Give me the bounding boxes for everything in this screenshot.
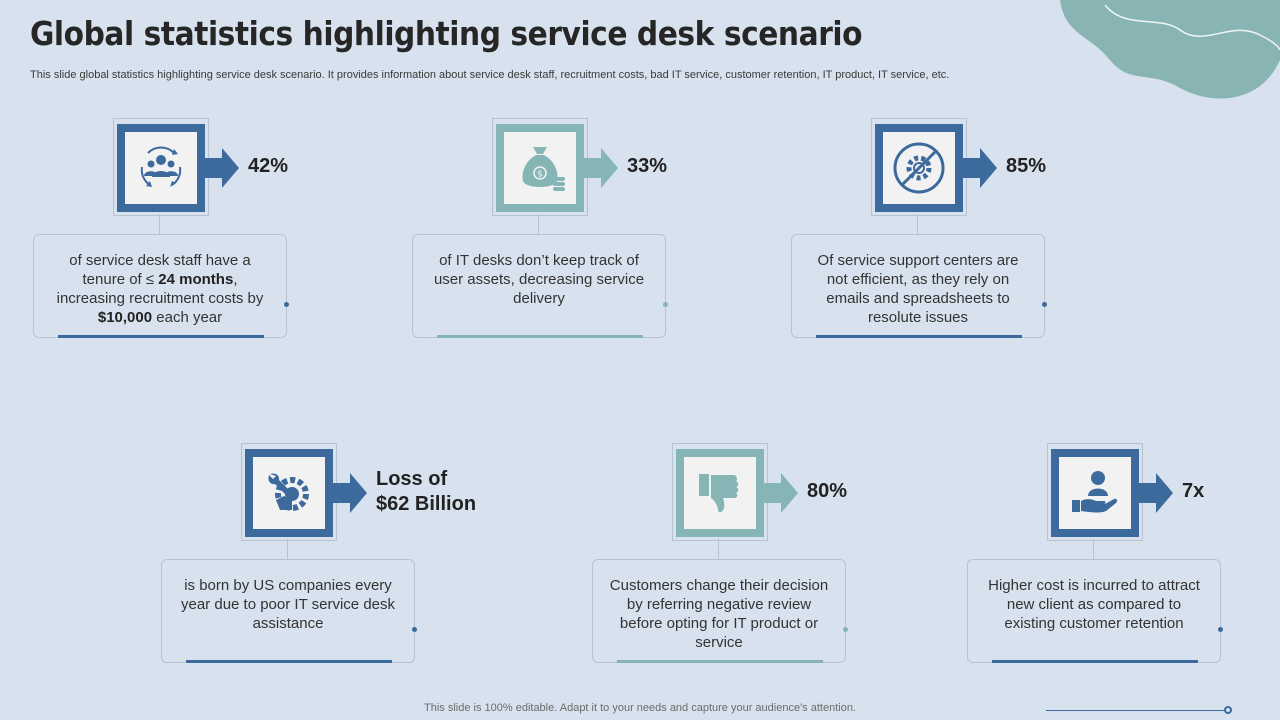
stat-value: 42% bbox=[248, 155, 289, 177]
card-accent-dot bbox=[284, 302, 289, 307]
stat-description: of service desk staff have a tenure of ≤… bbox=[56, 252, 264, 326]
stat-description: Customers change their decision by refer… bbox=[609, 577, 829, 651]
arrow-right-icon bbox=[333, 473, 367, 513]
arrow-right-icon bbox=[1139, 473, 1173, 513]
stat-description: Higher cost is incurred to attract new c… bbox=[988, 577, 1200, 632]
stat-value: 7x bbox=[1182, 480, 1205, 502]
card-accent-dot bbox=[412, 627, 417, 632]
icon-box bbox=[117, 124, 205, 212]
connector-line bbox=[1093, 539, 1094, 559]
stat-value: Loss of $62 Billion bbox=[376, 468, 477, 515]
footer-note: This slide is 100% editable. Adapt it to… bbox=[424, 702, 856, 714]
connector-line bbox=[159, 214, 160, 234]
description-card: Customers change their decision by refer… bbox=[592, 559, 848, 663]
card-accent-bar bbox=[186, 660, 392, 663]
icon-box bbox=[676, 449, 764, 537]
customer-hand-icon bbox=[1072, 471, 1118, 513]
stat-value: 85% bbox=[1006, 155, 1047, 177]
arrow-right-icon bbox=[584, 148, 618, 188]
description-card: of service desk staff have a tenure of ≤… bbox=[33, 234, 289, 338]
stat-value: 33% bbox=[627, 155, 668, 177]
page-subtitle: This slide global statistics highlightin… bbox=[30, 69, 950, 81]
stat-value: 80% bbox=[807, 480, 848, 502]
description-card: is born by US companies every year due t… bbox=[161, 559, 417, 663]
description-card: Of service support centers are not effic… bbox=[791, 234, 1047, 338]
stat-card-staff-tenure: 42% of service desk staff have a tenure … bbox=[33, 118, 289, 340]
connector-line bbox=[287, 539, 288, 559]
card-accent-dot bbox=[1042, 302, 1047, 307]
stat-card-inefficient-centers: 85% Of service support centers are not e… bbox=[791, 118, 1047, 340]
wrench-gear-icon bbox=[268, 473, 309, 511]
connector-line bbox=[538, 214, 539, 234]
card-accent-dot bbox=[843, 627, 848, 632]
svg-text:$: $ bbox=[537, 170, 543, 180]
arrow-right-icon bbox=[764, 473, 798, 513]
no-gear-icon bbox=[893, 142, 945, 194]
footer-accent-dot bbox=[1224, 706, 1232, 714]
arrow-right-icon bbox=[963, 148, 997, 188]
icon-box: $ bbox=[496, 124, 584, 212]
money-bag-icon: $ bbox=[522, 147, 565, 191]
card-accent-bar bbox=[617, 660, 823, 663]
stat-description: Of service support centers are not effic… bbox=[817, 252, 1019, 326]
description-card: Higher cost is incurred to attract new c… bbox=[967, 559, 1223, 663]
card-accent-bar bbox=[992, 660, 1198, 663]
footer-accent-line bbox=[1046, 710, 1226, 711]
stat-card-negative-reviews: 80% Customers change their decision by r… bbox=[592, 443, 848, 665]
thumbs-down-icon bbox=[699, 474, 739, 513]
card-accent-bar bbox=[437, 335, 643, 338]
connector-line bbox=[917, 214, 918, 234]
stat-description: is born by US companies every year due t… bbox=[181, 577, 395, 632]
stat-card-customer-retention: 7x Higher cost is incurred to attract ne… bbox=[967, 443, 1223, 665]
icon-box bbox=[245, 449, 333, 537]
people-cycle-icon bbox=[140, 146, 182, 187]
stat-description: of IT desks don’t keep track of user ass… bbox=[433, 252, 645, 307]
stat-card-billion-loss: Loss of $62 Billion is born by US compan… bbox=[161, 443, 476, 665]
stat-card-asset-tracking: $ 33% of IT desks don’t keep track of us… bbox=[412, 118, 668, 340]
icon-box bbox=[875, 124, 963, 212]
card-accent-bar bbox=[58, 335, 264, 338]
page-title: Global statistics highlighting service d… bbox=[30, 14, 863, 53]
card-accent-dot bbox=[1218, 627, 1223, 632]
icon-box bbox=[1051, 449, 1139, 537]
card-accent-dot bbox=[663, 302, 668, 307]
decorative-blob bbox=[1060, 0, 1280, 99]
card-accent-bar bbox=[816, 335, 1022, 338]
connector-line bbox=[718, 539, 719, 559]
description-card: of IT desks don’t keep track of user ass… bbox=[412, 234, 668, 338]
arrow-right-icon bbox=[205, 148, 239, 188]
